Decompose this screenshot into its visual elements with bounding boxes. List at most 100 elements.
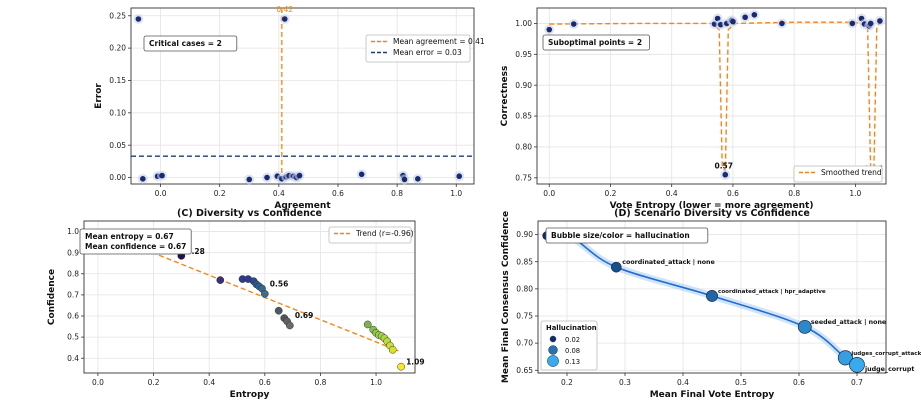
y-tick-label: 0.95 (515, 50, 532, 59)
x-axis-label: Agreement (274, 201, 331, 211)
point-label: 0.69 (295, 311, 314, 320)
x-axis-label: Entropy (230, 390, 270, 400)
data-point (456, 173, 463, 180)
x-tick-label: 0.4 (273, 189, 285, 198)
legend-label: Trend (r=-0.96) (355, 229, 414, 238)
data-point (260, 289, 269, 298)
y-axis-label: Correctness (500, 66, 510, 127)
y-tick-label: 0.20 (109, 44, 126, 53)
x-tick-label: 0.4 (666, 189, 678, 198)
x-tick-label: 0.5 (735, 378, 747, 387)
trend-line (136, 245, 399, 352)
x-tick-label: 0.0 (543, 189, 555, 198)
x-tick-label: 1.0 (450, 189, 462, 198)
x-tick-label: 1.0 (370, 378, 382, 387)
data-point (296, 172, 303, 179)
data-point (714, 15, 721, 22)
chart-title: (C) Diversity vs Confidence (177, 208, 322, 219)
annotation-text: Critical cases = 2 (149, 39, 222, 48)
plot-frame (537, 220, 887, 374)
bubble-point (706, 289, 718, 302)
annotation-box (545, 227, 709, 244)
legend-label: 0.13 (565, 358, 580, 366)
y-tick-label: 0.65 (516, 366, 533, 375)
bubble-label: judges_corrupt_attack | none (850, 351, 921, 357)
chart-panel-d: 0.2 0.3 0.4 0.5 0.6 0.7 0.65 0.70 0.75 0.80 0.85 0.… (501, 208, 921, 400)
x-tick-label: 0.6 (793, 378, 805, 387)
bubble-label: judge_corrupt (864, 366, 914, 373)
data-point (742, 14, 748, 21)
data-point (363, 320, 372, 329)
data-point (849, 20, 856, 27)
point-label: 0.56 (270, 280, 289, 289)
chart-panel-a: 0.0 0.2 0.4 0.6 0.8 1.0 0.00 0.05 0.10 0.15 0.20 0.… (94, 5, 485, 211)
x-tick-label: 0.6 (259, 378, 271, 387)
legend-box (793, 165, 883, 183)
data-point (415, 176, 421, 182)
x-tick-label: 0.2 (214, 189, 226, 198)
y-tick-label: 0.10 (109, 108, 126, 117)
x-axis-label: Vote Entropy (lower = more agreement) (610, 201, 814, 211)
x-tick-label: 1.0 (849, 189, 861, 198)
bubble-label: seeded_attack | none (811, 319, 886, 327)
legend-label: Mean agreement = 0.41 (393, 37, 485, 46)
x-tick-label: 0.6 (727, 189, 739, 198)
bubble-label: coordinated_attack | none (622, 259, 715, 267)
plot-frame (536, 7, 887, 185)
data-point (140, 176, 146, 182)
y-axis-label: Confidence (47, 269, 57, 325)
data-point (388, 345, 397, 354)
legend-label: Mean error = 0.03 (393, 48, 462, 57)
x-tick-label: 0.3 (619, 378, 631, 387)
y-tick-label: 0.8 (67, 269, 79, 278)
x-tick-label: 0.0 (155, 189, 167, 198)
y-tick-label: 0.5 (67, 333, 79, 342)
y-tick-label: 0.90 (515, 81, 532, 90)
data-point (159, 172, 165, 179)
y-tick-label: 0.75 (515, 173, 532, 182)
legend-swatch (547, 355, 559, 367)
y-tick-label: 0.85 (515, 112, 532, 121)
x-tick-label: 0.2 (148, 378, 160, 387)
y-axis-label: Mean Final Consensus Confidence (501, 211, 511, 383)
bubble-point (797, 319, 812, 334)
legend-swatch (548, 345, 558, 355)
data-point (246, 176, 253, 183)
y-tick-label: 0.80 (516, 284, 533, 293)
annotation-text: Mean confidence = 0.67 (85, 242, 186, 251)
point-label: 0.42 (276, 5, 293, 14)
legend-label: Smoothed trend (821, 168, 882, 177)
annotation-box (143, 35, 238, 52)
data-point (877, 18, 883, 24)
data-point (779, 20, 785, 27)
y-tick-label: 0.70 (516, 339, 533, 348)
y-tick-label: 0.25 (109, 11, 126, 20)
bubble-label: coordinated_attack | hpr_adaptive (718, 289, 826, 295)
legend-swatch (549, 335, 557, 343)
data-point (285, 321, 294, 330)
legend-title: Hallucination (546, 324, 597, 332)
y-axis-label: Error (94, 83, 104, 109)
y-tick-label: 0.7 (67, 290, 79, 299)
data-point (397, 362, 405, 371)
y-tick-label: 0.00 (109, 173, 126, 182)
point-label: 1.09 (406, 358, 425, 367)
x-tick-label: 0.2 (605, 189, 617, 198)
y-tick-label: 0.85 (516, 257, 533, 266)
data-point (867, 20, 874, 27)
annotation-box (542, 34, 650, 51)
x-tick-label: 0.8 (391, 189, 403, 198)
x-tick-label: 0.0 (92, 378, 104, 387)
legend-box (328, 226, 412, 244)
x-tick-label: 0.4 (677, 378, 689, 387)
data-point (570, 21, 577, 27)
data-point (264, 174, 270, 181)
chart-title: (D) Scenario Diversity vs Confidence (614, 208, 810, 219)
y-tick-label: 0.05 (109, 141, 126, 150)
data-point (281, 16, 288, 22)
bubble-point (837, 350, 853, 366)
y-tick-label: 0.15 (109, 76, 126, 85)
annotation-box (79, 228, 192, 255)
point-label: 0.57 (714, 162, 733, 171)
y-tick-label: 1.0 (67, 227, 79, 236)
